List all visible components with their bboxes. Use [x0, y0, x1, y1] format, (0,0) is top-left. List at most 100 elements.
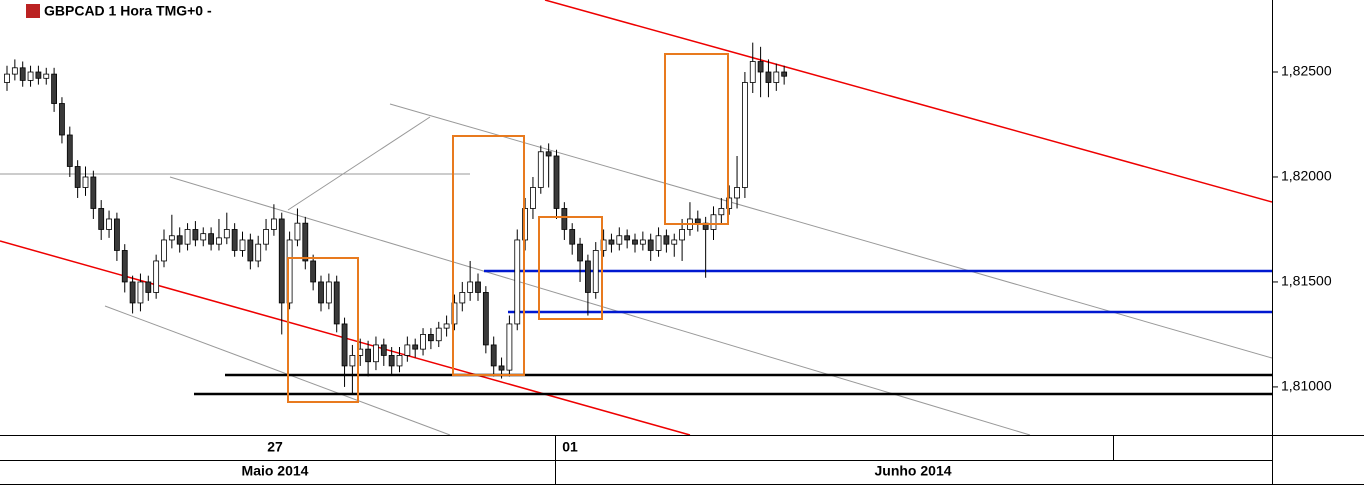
- highlight-box: [287, 257, 359, 403]
- candle-body: [514, 239, 521, 325]
- candle-body: [325, 281, 332, 304]
- candle-body: [161, 239, 167, 262]
- candle-body: [231, 229, 238, 251]
- y-tick-label: 1,81000: [1281, 378, 1332, 394]
- y-tick-label: 1,81500: [1281, 273, 1332, 289]
- candle-body: [679, 229, 685, 241]
- candle-body: [59, 103, 65, 136]
- candle-body: [663, 235, 670, 245]
- candle-body: [537, 151, 544, 188]
- candle-body: [396, 355, 403, 367]
- candle-body: [310, 260, 317, 283]
- candle-body: [647, 239, 654, 251]
- candle-body: [27, 71, 34, 81]
- trendline: [169, 176, 1031, 436]
- candle-body: [451, 302, 458, 325]
- candle-body: [74, 166, 81, 188]
- candle-body: [773, 71, 780, 83]
- candles: [4, 42, 788, 394]
- candle-body: [114, 218, 120, 251]
- candle-body: [388, 355, 395, 367]
- candle-body: [66, 134, 73, 167]
- candle-body: [561, 208, 568, 230]
- candle-body: [412, 344, 419, 350]
- candle-body: [278, 218, 285, 304]
- candle-body: [585, 260, 591, 293]
- candle-body: [569, 229, 576, 245]
- date-label: 01: [562, 439, 578, 455]
- candle-body: [208, 233, 215, 245]
- symbol-icon: [26, 4, 40, 18]
- candle-body: [420, 334, 426, 350]
- candle-body: [255, 243, 262, 262]
- candle-body: [726, 197, 733, 209]
- y-tick-label: 1,82000: [1281, 168, 1332, 184]
- candle-body: [498, 365, 505, 371]
- candle-body: [671, 239, 678, 245]
- trendline: [104, 305, 451, 436]
- candle-body: [192, 229, 199, 241]
- candle-body: [129, 281, 136, 304]
- candle-body: [616, 235, 623, 245]
- candle-body: [4, 73, 10, 83]
- candle-body: [765, 71, 772, 83]
- candle-body: [506, 323, 513, 371]
- candle-body: [82, 176, 89, 188]
- candle-body: [553, 155, 560, 209]
- candle-body: [318, 281, 324, 304]
- candle-body: [121, 250, 128, 283]
- candle-body: [781, 71, 788, 77]
- candle-body: [153, 260, 160, 293]
- candle-body: [239, 239, 246, 251]
- candle-body: [200, 233, 207, 241]
- candle-body: [176, 235, 183, 245]
- candle-body: [742, 82, 748, 188]
- candle-body: [624, 235, 631, 241]
- candle-body: [184, 229, 191, 245]
- candle-body: [98, 208, 105, 230]
- candle-body: [592, 250, 599, 293]
- candle-body: [137, 281, 144, 304]
- candle-body: [608, 239, 615, 245]
- candle-body: [19, 67, 26, 81]
- candle-body: [404, 344, 411, 356]
- candle-body: [632, 239, 638, 245]
- candle-body: [639, 239, 646, 245]
- candle-body: [427, 334, 434, 342]
- boxes: [287, 53, 729, 403]
- candle-body: [106, 218, 112, 230]
- highlight-box: [452, 135, 525, 376]
- candle-body: [749, 61, 756, 83]
- y-tick-label: 1,82500: [1281, 63, 1332, 79]
- candle-body: [145, 281, 152, 293]
- candle-body: [467, 281, 474, 293]
- candle-body: [757, 61, 764, 73]
- drawings: [0, 0, 1273, 436]
- candle-body: [443, 323, 450, 329]
- highlight-box: [538, 216, 603, 320]
- trendline: [389, 103, 1273, 359]
- candle-body: [302, 222, 309, 262]
- candle-body: [380, 344, 387, 356]
- candle-body: [247, 239, 254, 262]
- candle-body: [35, 71, 42, 79]
- candle-body: [51, 73, 57, 104]
- candle-body: [270, 218, 277, 230]
- candle-body: [11, 67, 18, 75]
- trendline: [544, 0, 1273, 203]
- candle-body: [522, 208, 528, 241]
- candle-body: [168, 235, 175, 241]
- candle-body: [365, 348, 372, 363]
- candle-body: [718, 208, 725, 216]
- candle-body: [90, 176, 97, 209]
- candle-body: [475, 281, 481, 293]
- candle-body: [43, 73, 50, 79]
- candle-body: [294, 222, 301, 241]
- month-label: Maio 2014: [242, 463, 309, 479]
- date-label: 27: [267, 439, 283, 455]
- candle-body: [655, 235, 662, 251]
- month-label: Junho 2014: [874, 463, 951, 479]
- candle-body: [482, 292, 489, 346]
- candle-body: [710, 214, 717, 230]
